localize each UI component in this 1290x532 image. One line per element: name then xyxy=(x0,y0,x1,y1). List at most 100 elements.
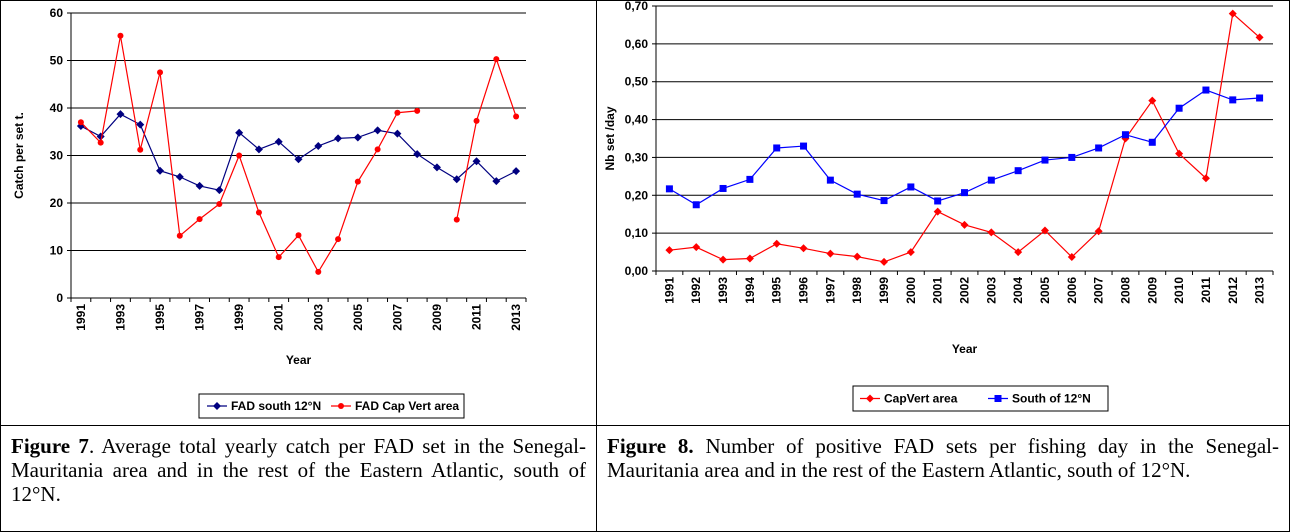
x-tick-label: 1993 xyxy=(716,277,730,304)
marker xyxy=(1040,226,1049,235)
marker xyxy=(314,142,323,150)
caption-label: Figure 8. xyxy=(607,434,694,458)
marker xyxy=(665,246,674,255)
marker xyxy=(1121,131,1129,139)
marker xyxy=(215,186,224,195)
x-tick-label: 2001 xyxy=(931,277,945,304)
marker xyxy=(255,209,262,216)
marker xyxy=(157,69,164,76)
marker xyxy=(195,181,204,190)
marker xyxy=(1014,167,1022,175)
marker xyxy=(1148,138,1156,146)
legend-label: FAD Cap Vert area xyxy=(355,399,459,413)
marker xyxy=(746,175,754,183)
x-tick-label: 2003 xyxy=(984,277,998,304)
marker xyxy=(414,107,421,114)
marker xyxy=(692,201,700,209)
marker xyxy=(196,216,203,223)
marker xyxy=(1229,96,1237,104)
divider xyxy=(1,425,1289,426)
marker xyxy=(254,145,263,154)
x-tick-label: 1999 xyxy=(232,304,246,331)
marker xyxy=(492,177,501,186)
marker xyxy=(77,119,84,126)
marker xyxy=(994,395,1002,402)
x-tick-label: 2004 xyxy=(1011,277,1025,304)
x-tick-label: 2001 xyxy=(272,304,286,331)
marker xyxy=(692,243,701,252)
marker xyxy=(235,128,244,137)
x-tick-label: 2011 xyxy=(1199,277,1213,303)
marker xyxy=(1041,156,1049,164)
x-axis-label: Year xyxy=(286,353,312,367)
x-tick-label: 2003 xyxy=(311,304,325,331)
x-tick-label: 1997 xyxy=(823,277,837,304)
x-tick-label: 2005 xyxy=(1038,277,1052,304)
marker xyxy=(800,142,808,150)
marker xyxy=(493,56,500,63)
y-tick-label: 0,20 xyxy=(625,188,649,202)
divider xyxy=(596,1,597,531)
x-tick-label: 2011 xyxy=(470,304,484,330)
marker xyxy=(354,178,361,185)
x-tick-label: 2010 xyxy=(1172,277,1186,304)
series-line xyxy=(669,89,1260,206)
caption-text: . Average total yearly catch per FAD set… xyxy=(11,434,587,506)
x-tick-label: 2013 xyxy=(509,304,523,331)
marker xyxy=(987,176,995,184)
x-tick-label: 1998 xyxy=(850,277,864,304)
legend-label: South of 12°N xyxy=(1012,392,1091,406)
marker xyxy=(432,163,441,172)
caption: Figure 7. Average total yearly catch per… xyxy=(1,426,596,506)
marker xyxy=(452,175,461,184)
y-tick-label: 30 xyxy=(50,149,64,163)
marker xyxy=(472,157,481,166)
chart: 0,00 0,10 0,20 0,30 0,40 0,50 0,60 0,70 1991 1992… xyxy=(603,1,1274,412)
marker xyxy=(335,236,342,243)
marker xyxy=(236,152,243,159)
y-tick-label: 10 xyxy=(50,244,64,258)
caption-label: Figure 7 xyxy=(11,434,89,458)
x-tick-label: 2007 xyxy=(1092,277,1106,304)
marker xyxy=(853,252,862,261)
x-tick-label: 1991 xyxy=(74,304,88,331)
y-tick-label: 0,10 xyxy=(625,226,649,240)
marker xyxy=(338,403,344,409)
x-tick-label: 2009 xyxy=(430,304,444,331)
marker xyxy=(156,166,165,175)
x-tick-label: 2002 xyxy=(958,277,972,304)
marker xyxy=(413,150,422,159)
marker xyxy=(961,189,968,197)
marker xyxy=(1175,104,1183,112)
marker xyxy=(513,113,520,120)
marker xyxy=(1148,96,1157,105)
marker xyxy=(175,172,184,181)
y-axis-label: Nb set /day xyxy=(603,106,617,170)
marker xyxy=(97,139,104,146)
marker xyxy=(826,249,835,258)
marker xyxy=(176,232,183,239)
marker xyxy=(137,146,144,153)
y-tick-label: 0,70 xyxy=(625,1,649,13)
marker xyxy=(866,394,874,403)
caption: Figure 8. Number of positive FAD sets pe… xyxy=(597,426,1289,482)
marker xyxy=(1256,94,1264,102)
marker xyxy=(933,207,942,216)
marker xyxy=(1201,174,1210,183)
y-tick-label: 0,60 xyxy=(625,37,649,51)
marker xyxy=(1067,252,1076,261)
chart: 0 10 20 30 40 50 60 1991 1993 1995 1997 1999 2001 200… xyxy=(12,6,527,419)
marker xyxy=(987,228,996,237)
marker xyxy=(473,117,480,124)
marker xyxy=(1255,33,1264,42)
marker xyxy=(274,137,283,146)
legend-label: CapVert area xyxy=(884,392,958,406)
marker xyxy=(334,134,343,143)
marker xyxy=(772,239,781,248)
x-tick-label: 2008 xyxy=(1118,277,1132,304)
marker xyxy=(719,255,728,264)
x-tick-label: 1992 xyxy=(689,277,703,304)
x-tick-label: 2013 xyxy=(1253,277,1267,304)
series-line xyxy=(80,35,517,274)
